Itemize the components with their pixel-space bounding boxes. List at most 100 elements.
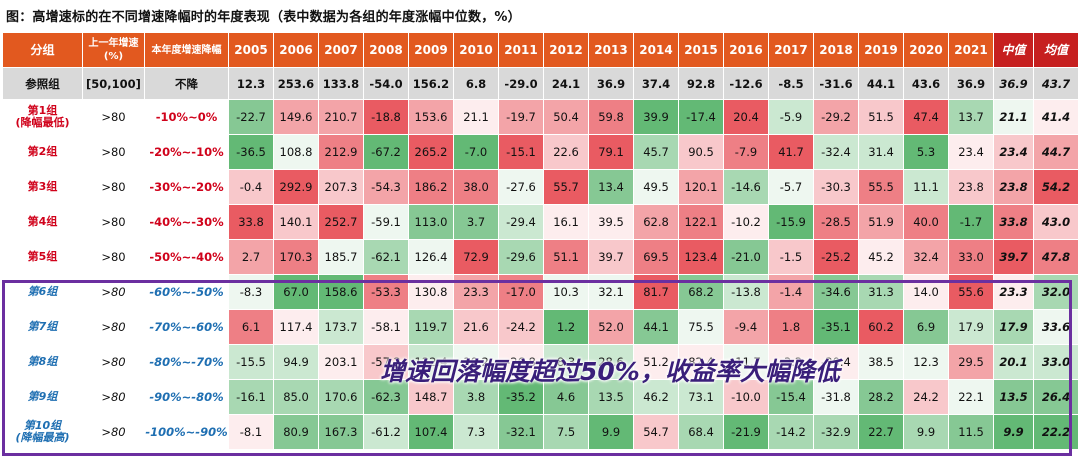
median-cell: 9.9	[993, 414, 1034, 450]
year-value-cell: -67.2	[363, 134, 409, 170]
year-value-cell: 13.7	[948, 99, 994, 135]
year-value-cell: -21.9	[723, 414, 769, 450]
year-value-cell: 119.7	[408, 309, 454, 345]
year-value-cell: -29.0	[498, 67, 544, 100]
prev-growth-cell: >80	[82, 169, 145, 205]
median-cell: 23.3	[993, 274, 1034, 310]
year-value-cell: -24.2	[498, 309, 544, 345]
year-value-cell: 32.4	[903, 239, 949, 275]
growth-drop-cell: -80%~-70%	[144, 344, 229, 380]
prev-growth-cell: >80	[82, 344, 145, 380]
header-year: 2014	[633, 32, 679, 68]
year-value-cell: 5.3	[903, 134, 949, 170]
year-value-cell: -7.9	[723, 134, 769, 170]
year-value-cell: 49.5	[633, 169, 679, 205]
year-value-cell: 39.7	[588, 239, 634, 275]
year-value-cell: -15.4	[768, 379, 814, 415]
group-row: 第3组 >80 -30%~-20% -0.4 292.9 207.3 -54.3 186.2 3…	[2, 169, 1079, 205]
year-value-cell: 12.3	[228, 67, 274, 100]
year-value-cell: -62.3	[363, 379, 409, 415]
year-value-cell: 51.2	[633, 344, 679, 380]
year-value-cell: 68.4	[678, 414, 724, 450]
year-value-cell: 23.8	[948, 169, 994, 205]
year-value-cell: -29.4	[498, 204, 544, 240]
year-value-cell: -15.9	[768, 204, 814, 240]
year-value-cell: 10.2	[453, 344, 499, 380]
year-value-cell: 39.9	[633, 99, 679, 135]
header-year: 2006	[273, 32, 319, 68]
median-cell: 21.1	[993, 99, 1034, 135]
year-value-cell: -29.6	[498, 239, 544, 275]
year-value-cell: -53.3	[363, 274, 409, 310]
year-value-cell: 17.9	[948, 309, 994, 345]
year-value-cell: 33.8	[228, 204, 274, 240]
year-value-cell: 7.5	[543, 414, 589, 450]
figure-title: 图：高增速标的在不同增速降幅时的年度表现（表中数据为各组的年度涨幅中位数，%）	[6, 10, 521, 25]
group-row: 第4组 >80 -40%~-30% 33.8 140.1 252.7 -59.1 113.0 3…	[2, 204, 1079, 240]
year-value-cell: 67.0	[273, 274, 319, 310]
year-value-cell: 186.2	[408, 169, 454, 205]
mean-cell: 43.0	[1033, 204, 1079, 240]
year-value-cell: 23.3	[453, 274, 499, 310]
growth-drop-cell: -50%~-40%	[144, 239, 229, 275]
year-value-cell: 3.7	[453, 204, 499, 240]
year-value-cell: 22.1	[948, 379, 994, 415]
prev-growth-cell: >80	[82, 414, 145, 450]
year-value-cell: 9.9	[588, 414, 634, 450]
year-value-cell: 24.1	[543, 67, 589, 100]
group-row: 第9组 >80 -90%~-80% -16.1 85.0 170.6 -62.3 148.7 3…	[2, 379, 1079, 415]
year-value-cell: -31.8	[813, 379, 859, 415]
year-value-cell: 22.7	[858, 414, 904, 450]
group-row: 第1组 (降幅最低) >80 -10%~0% -22.7 149.6 210.7 -18.8 1…	[2, 99, 1079, 135]
header-year: 2013	[588, 32, 634, 68]
year-value-cell: -8.5	[768, 67, 814, 100]
year-value-cell: 41.7	[768, 134, 814, 170]
year-value-cell: -8.1	[228, 414, 274, 450]
prev-growth-cell: >80	[82, 274, 145, 310]
year-value-cell: 6.9	[903, 309, 949, 345]
year-value-cell: -15.1	[498, 134, 544, 170]
year-value-cell: -0.4	[228, 169, 274, 205]
group-name-cell: 第4组	[2, 204, 83, 240]
year-value-cell: 60.2	[858, 309, 904, 345]
header-group: 分组	[2, 32, 83, 68]
year-value-cell: -11.7	[723, 344, 769, 380]
year-value-cell: 173.7	[318, 309, 364, 345]
year-value-cell: 14.0	[903, 274, 949, 310]
mean-cell: 44.7	[1033, 134, 1079, 170]
mean-cell: 47.8	[1033, 239, 1079, 275]
year-value-cell: 130.8	[408, 274, 454, 310]
median-cell: 36.9	[993, 67, 1034, 100]
year-value-cell: 212.9	[318, 134, 364, 170]
year-value-cell: 23.4	[948, 134, 994, 170]
year-value-cell: 156.2	[408, 67, 454, 100]
year-value-cell: 252.7	[318, 204, 364, 240]
year-value-cell: 55.5	[858, 169, 904, 205]
header-year: 2017	[768, 32, 814, 68]
year-value-cell: 11.1	[903, 169, 949, 205]
year-value-cell: 36.9	[588, 67, 634, 100]
table-body: 参照组 [50,100] 不降 12.3 253.6 133.8 -54.0 156.2 6.8…	[2, 67, 1079, 450]
year-value-cell: 21.6	[453, 309, 499, 345]
year-value-cell: 167.3	[318, 414, 364, 450]
median-cell: 23.8	[993, 169, 1034, 205]
year-value-cell: -21.0	[723, 239, 769, 275]
mean-cell: 43.7	[1033, 67, 1079, 100]
year-value-cell: 8.3	[543, 344, 589, 380]
group-row: 第10组 (降幅最高) >80 -100%~-90% -8.1 80.9 167.3 -61.…	[2, 414, 1079, 450]
year-value-cell: -5.9	[768, 99, 814, 135]
year-value-cell: 7.3	[453, 414, 499, 450]
year-value-cell: 51.9	[858, 204, 904, 240]
year-value-cell: 82.4	[678, 344, 724, 380]
year-value-cell: 10.3	[543, 274, 589, 310]
year-value-cell: 13.4	[588, 169, 634, 205]
year-value-cell: -5.7	[768, 169, 814, 205]
year-value-cell: 28.2	[858, 379, 904, 415]
prev-growth-cell: >80	[82, 204, 145, 240]
year-value-cell: 94.9	[273, 344, 319, 380]
year-value-cell: -35.1	[813, 309, 859, 345]
median-cell: 13.5	[993, 379, 1034, 415]
year-value-cell: 33.0	[948, 239, 994, 275]
header-year: 2009	[408, 32, 454, 68]
header-year: 2019	[858, 32, 904, 68]
